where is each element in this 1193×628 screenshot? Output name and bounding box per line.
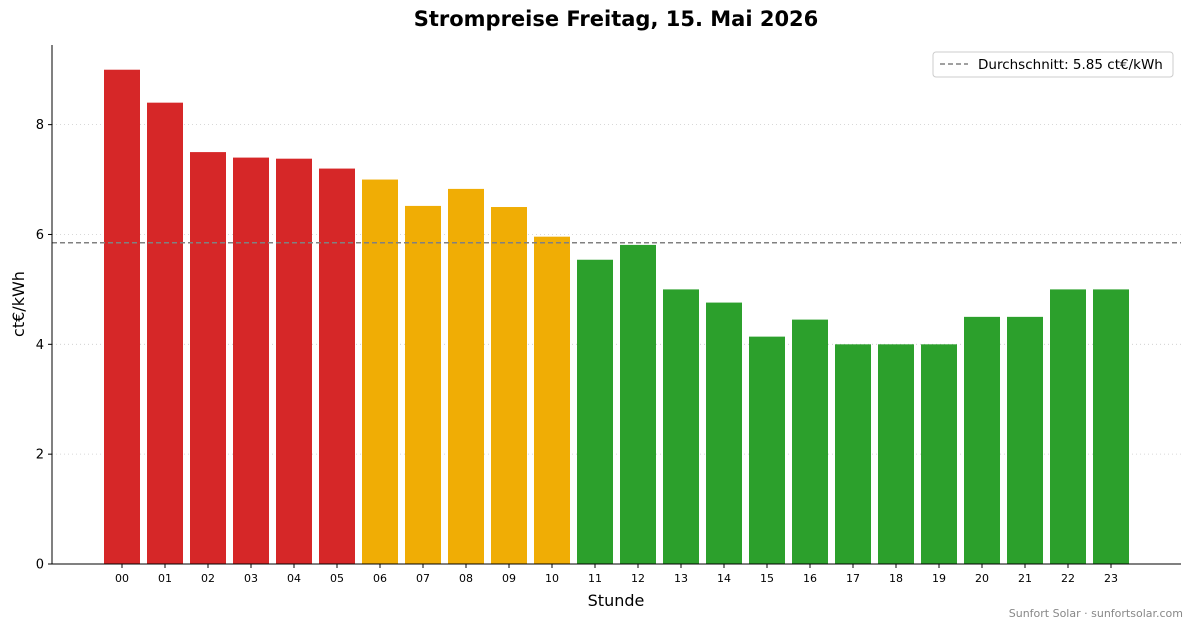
x-tick-label: 15 <box>760 572 774 585</box>
x-tick-label: 03 <box>244 572 258 585</box>
bar-04 <box>276 158 312 564</box>
footer-credit: Sunfort Solar · sunfortsolar.com <box>1008 607 1183 620</box>
bar-13 <box>663 289 699 564</box>
bar-00 <box>104 69 140 564</box>
bar-08 <box>448 188 484 564</box>
bar-07 <box>405 205 441 564</box>
bar-19 <box>921 344 957 564</box>
legend: Durchschnitt: 5.85 ct€/kWh <box>932 51 1174 78</box>
axes <box>51 45 1181 565</box>
bar-23 <box>1093 289 1129 564</box>
y-axis-label: ct€/kWh <box>9 271 28 337</box>
x-tick-label: 02 <box>201 572 215 585</box>
x-tick-label: 17 <box>846 572 860 585</box>
x-tick-label: 05 <box>330 572 344 585</box>
legend-box <box>932 51 1174 78</box>
bar-12 <box>620 244 656 564</box>
bars <box>104 69 1129 565</box>
bar-02 <box>190 152 226 564</box>
legend-label: Durchschnitt: 5.85 ct€/kWh <box>978 57 1163 73</box>
bar-05 <box>319 168 355 565</box>
bar-10 <box>534 236 570 564</box>
bar-01 <box>147 102 183 565</box>
x-tick-label: 14 <box>717 572 731 585</box>
x-tick-label: 21 <box>1018 572 1032 585</box>
bar-15 <box>749 336 785 564</box>
x-axis-label: Stunde <box>588 591 645 610</box>
x-tick-label: 19 <box>932 572 946 585</box>
x-tick-label: 00 <box>115 572 129 585</box>
y-tick-label: 6 <box>36 228 44 243</box>
bar-06 <box>362 179 398 565</box>
bar-09 <box>491 207 527 564</box>
x-tick-label: 22 <box>1061 572 1075 585</box>
bar-14 <box>706 302 742 564</box>
chart-title: Strompreise Freitag, 15. Mai 2026 <box>414 7 819 31</box>
x-tick-label: 12 <box>631 572 645 585</box>
y-tick-label: 0 <box>36 558 44 573</box>
x-tick-label: 20 <box>975 572 989 585</box>
bar-20 <box>964 316 1000 564</box>
bar-11 <box>577 259 613 564</box>
bar-17 <box>835 344 871 564</box>
y-tick-label: 4 <box>36 338 44 353</box>
x-tick-label: 10 <box>545 572 559 585</box>
x-tick-label: 04 <box>287 572 301 585</box>
bar-03 <box>233 157 269 565</box>
x-tick-label: 11 <box>588 572 602 585</box>
x-tick-label: 16 <box>803 572 817 585</box>
bar-16 <box>792 319 828 564</box>
bar-22 <box>1050 289 1086 564</box>
x-tick-label: 08 <box>459 572 473 585</box>
x-tick-label: 01 <box>158 572 172 585</box>
bar-18 <box>878 344 914 564</box>
y-tick-label: 8 <box>36 118 44 133</box>
x-tick-label: 07 <box>416 572 430 585</box>
x-tick-label: 06 <box>373 572 387 585</box>
bar-21 <box>1007 316 1043 564</box>
x-tick-label: 13 <box>674 572 688 585</box>
x-tick-label: 23 <box>1104 572 1118 585</box>
y-tick-label: 2 <box>36 448 44 463</box>
x-tick-label: 09 <box>502 572 516 585</box>
x-tick-label: 18 <box>889 572 903 585</box>
